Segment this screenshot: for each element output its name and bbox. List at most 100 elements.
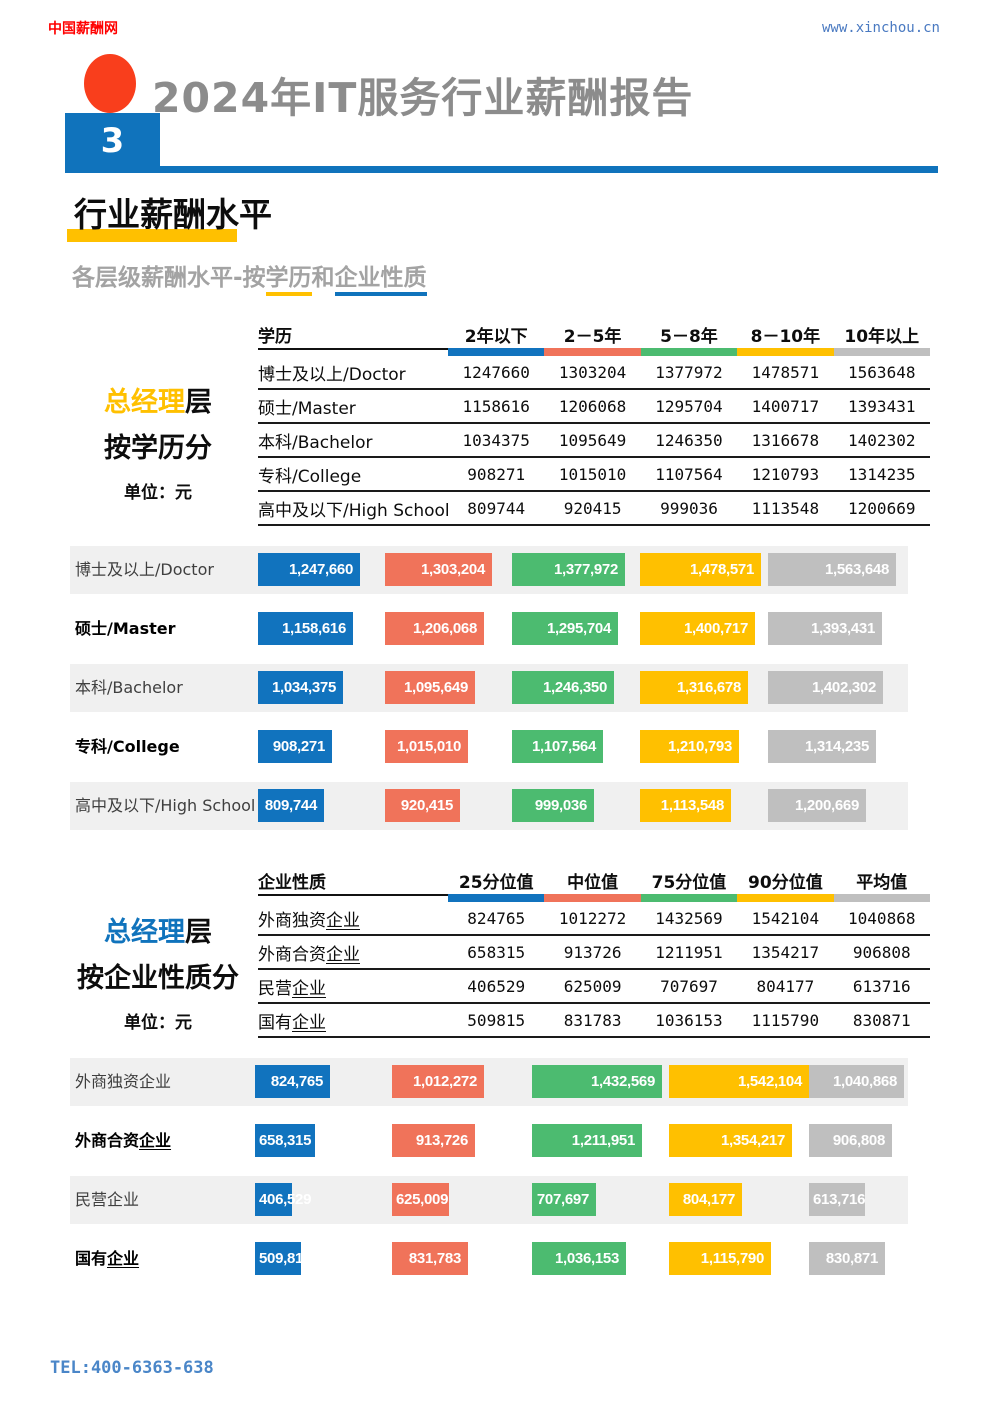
bar-segment: 913,726 <box>392 1124 475 1157</box>
bar-value-label: 1,563,648 <box>824 561 889 578</box>
row-label: 外商合资企业 <box>258 944 360 965</box>
chart-row: 本科/Bachelor 1,034,375 1,095,649 1,246,350 1,… <box>70 664 908 712</box>
bar-segment: 1,095,649 <box>385 671 475 704</box>
table-cell: 1316678 <box>751 430 820 450</box>
side-subtitle: 按学历分 <box>104 433 212 464</box>
footer-telephone[interactable]: TEL:400-6363-638 <box>50 1358 214 1378</box>
bar-segment: 1,393,431 <box>768 612 882 645</box>
chart-row: 外商独资企业 824,765 1,012,272 1,432,569 1,542,104… <box>70 1058 908 1106</box>
table-cell: 1542104 <box>751 908 820 928</box>
bar-segment: 1,034,375 <box>258 671 343 704</box>
chart-row: 博士及以上/Doctor 1,247,660 1,303,204 1,377,972 1… <box>70 546 908 594</box>
bar-segment: 1,542,104 <box>669 1065 809 1098</box>
bar-value-label: 1,246,350 <box>542 679 607 696</box>
enterprise-block-side-label: 总经理层 按企业性质分 单位：元 <box>58 910 258 1033</box>
column-header: 企业性质 <box>258 873 326 893</box>
column-header: 2－5年 <box>563 327 622 347</box>
table-cell: 908271 <box>467 464 526 484</box>
bar-value-label: 1,115,790 <box>700 1250 765 1267</box>
table-cell: 1210793 <box>751 464 820 484</box>
table-cell: 906808 <box>852 942 911 962</box>
bar-segment: 908,271 <box>258 730 332 763</box>
series-color-strip <box>258 348 930 356</box>
column-header: 学历 <box>258 327 292 347</box>
table-cell: 830871 <box>852 1010 911 1030</box>
bar-segment: 1,206,068 <box>385 612 484 645</box>
bar-segment: 1,314,235 <box>768 730 876 763</box>
bar-value-label: 831,783 <box>408 1250 461 1267</box>
decorative-circle <box>84 54 136 113</box>
table-row: 国有企业 509815 831783 1036153 1115790 83087… <box>258 1004 930 1038</box>
bar-segment: 707,697 <box>532 1183 596 1216</box>
subtitle-enterprise-underlined: 企业性质 <box>334 265 427 296</box>
series-color-swatch <box>833 894 930 902</box>
table-cell: 1354217 <box>751 942 820 962</box>
bar-value-label: 1,354,217 <box>720 1132 785 1149</box>
bar-segment: 1,303,204 <box>385 553 492 586</box>
bar-segment: 906,808 <box>809 1124 892 1157</box>
table-cell: 1200669 <box>848 498 916 518</box>
bar-value-label: 1,113,548 <box>660 797 725 814</box>
table-row: 博士及以上/Doctor 1247660 1303204 1377972 147… <box>258 356 930 390</box>
bar-segment: 613,716 <box>809 1183 865 1216</box>
bar-value-label: 1,295,704 <box>546 620 611 637</box>
bar-value-label: 1,015,010 <box>396 738 461 755</box>
bar-value-label: 1,393,431 <box>810 620 875 637</box>
bar-value-label: 1,107,564 <box>531 738 596 755</box>
column-header: 中位值 <box>567 873 619 893</box>
table-cell: 1107564 <box>655 464 723 484</box>
bar-segment: 809,744 <box>258 789 324 822</box>
bar-value-label: 1,400,717 <box>683 620 748 637</box>
table-cell: 1113548 <box>751 498 820 518</box>
row-label: 高中及以下/High School <box>258 500 450 521</box>
chart-row: 硕士/Master 1,158,616 1,206,068 1,295,704 1,40… <box>70 605 908 653</box>
row-label: 硕士/Master <box>258 398 356 419</box>
bar-value-label: 999,036 <box>534 797 587 814</box>
table-cell: 1432569 <box>655 908 723 928</box>
section-title-highlight <box>67 229 237 242</box>
site-url-link[interactable]: www.xinchou.cn <box>821 20 940 36</box>
bar-value-label: 1,200,669 <box>794 797 859 814</box>
table-cell: 613716 <box>852 976 911 996</box>
site-logo-text[interactable]: 中国薪酬网 <box>48 21 118 37</box>
bar-segment: 824,765 <box>255 1065 330 1098</box>
row-label: 博士及以上/Doctor <box>258 364 406 385</box>
chart-row: 民营企业 406,529 625,009 707,697 804,177 613,716 <box>70 1176 908 1224</box>
bar-segment: 1,115,790 <box>669 1242 771 1275</box>
row-label: 民营企业 <box>258 978 326 999</box>
bar-value-label: 1,211,951 <box>571 1132 636 1149</box>
chart-row-label: 本科/Bachelor <box>75 678 183 697</box>
bar-value-label: 1,247,660 <box>288 561 353 578</box>
table-cell: 1012272 <box>558 908 627 928</box>
bar-segment: 920,415 <box>385 789 460 822</box>
table-cell: 1040868 <box>848 908 916 928</box>
side-title-highlighted: 总经理 <box>104 387 185 418</box>
bar-segment: 830,871 <box>809 1242 885 1275</box>
column-header: 10年以上 <box>844 327 920 347</box>
table-cell: 1393431 <box>848 396 916 416</box>
series-color-swatch <box>640 348 738 356</box>
table-cell: 1115790 <box>751 1010 820 1030</box>
table-cell: 1211951 <box>655 942 723 962</box>
bar-value-label: 625,009 <box>396 1191 449 1208</box>
bar-value-label: 1,158,616 <box>281 620 346 637</box>
bar-value-label: 1,314,235 <box>804 738 869 755</box>
bar-value-label: 1,377,972 <box>553 561 618 578</box>
chart-row-label: 高中及以下/High School <box>75 796 256 815</box>
bar-value-label: 1,095,649 <box>403 679 468 696</box>
chart-row: 高中及以下/High School 809,744 920,415 999,036 1,… <box>70 782 908 830</box>
series-color-swatch <box>640 894 738 902</box>
table-cell: 1206068 <box>558 396 627 416</box>
table-cell: 1034375 <box>462 430 530 450</box>
bar-segment: 1,113,548 <box>640 789 731 822</box>
table-cell: 658315 <box>467 942 526 962</box>
series-color-swatch <box>544 894 641 902</box>
bar-value-label: 1,432,569 <box>590 1073 655 1090</box>
bar-segment: 1,563,648 <box>768 553 896 586</box>
bar-segment: 1,247,660 <box>258 553 360 586</box>
table-row: 高中及以下/High School 809744 920415 999036 1… <box>258 492 930 526</box>
bar-value-label: 1,542,104 <box>737 1073 802 1090</box>
bar-segment: 1,295,704 <box>512 612 618 645</box>
label-column-rule <box>258 348 448 350</box>
education-table-header: 学历 2年以下 2－5年 5－8年 8－10年 10年以上 <box>258 326 930 347</box>
